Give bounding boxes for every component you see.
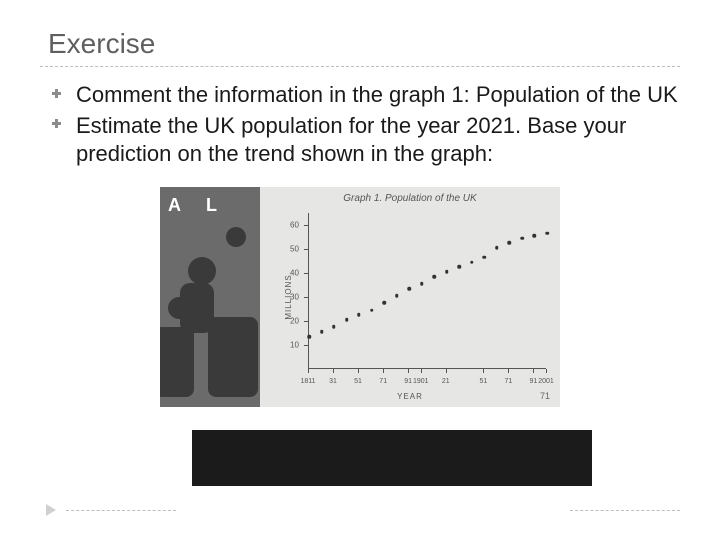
top-divider bbox=[40, 66, 680, 67]
y-tick-label: 20 bbox=[290, 316, 299, 325]
data-point bbox=[533, 234, 537, 238]
data-point bbox=[508, 241, 512, 245]
data-point bbox=[357, 313, 361, 317]
plus-icon bbox=[48, 83, 64, 103]
data-point bbox=[545, 232, 549, 236]
x-tick-label: 31 bbox=[329, 378, 337, 385]
x-tick-label: 1811 bbox=[300, 378, 315, 385]
y-tick-label: 10 bbox=[290, 340, 299, 349]
x-tick-label: 71 bbox=[504, 378, 512, 385]
x-tick-label: 51 bbox=[354, 378, 362, 385]
x-tick-label: 91 bbox=[404, 378, 412, 385]
data-point bbox=[320, 330, 324, 334]
y-tick-label: 50 bbox=[290, 244, 299, 253]
data-point bbox=[307, 335, 311, 339]
data-point bbox=[370, 308, 374, 312]
x-axis-label: YEAR bbox=[260, 392, 560, 401]
data-point bbox=[432, 275, 436, 279]
y-tick-label: 40 bbox=[290, 268, 299, 277]
page-title: Exercise bbox=[48, 28, 680, 60]
data-point bbox=[495, 246, 499, 250]
data-point bbox=[407, 287, 411, 291]
data-point bbox=[445, 270, 449, 274]
bullet-item: Estimate the UK population for the year … bbox=[48, 112, 680, 169]
y-tick-label: 60 bbox=[290, 220, 299, 229]
x-tick-label: 1901 bbox=[413, 378, 429, 385]
x-tick-label: 21 bbox=[442, 378, 450, 385]
population-chart: Graph 1. Population of the UK MILLIONS Y… bbox=[260, 187, 560, 407]
data-point bbox=[520, 236, 524, 240]
triangle-icon bbox=[46, 504, 56, 516]
bullet-text: Estimate the UK population for the year … bbox=[76, 113, 626, 167]
chart-title: Graph 1. Population of the UK bbox=[260, 193, 560, 204]
data-point bbox=[332, 325, 336, 329]
data-point bbox=[470, 260, 474, 264]
bullet-list: Comment the information in the graph 1: … bbox=[40, 81, 680, 169]
plus-icon bbox=[48, 114, 64, 134]
x-tick-label: 91 bbox=[529, 378, 537, 385]
bullet-item: Comment the information in the graph 1: … bbox=[48, 81, 680, 110]
page-number: 71 bbox=[540, 391, 550, 401]
data-point bbox=[458, 265, 462, 269]
x-tick-label: 71 bbox=[379, 378, 387, 385]
x-tick-label: 51 bbox=[479, 378, 487, 385]
chart-plot-area bbox=[308, 213, 546, 369]
x-tick-label: 2001 bbox=[538, 378, 554, 385]
data-point bbox=[420, 282, 424, 286]
bullet-text: Comment the information in the graph 1: … bbox=[76, 82, 678, 107]
data-point bbox=[345, 318, 349, 322]
data-point bbox=[382, 301, 386, 305]
data-point bbox=[483, 256, 487, 260]
figure-row: A L Graph 1. Population of the UK MILLIO… bbox=[40, 187, 680, 407]
black-strip bbox=[192, 430, 592, 486]
y-tick-label: 30 bbox=[290, 292, 299, 301]
crowd-photo: A L bbox=[160, 187, 260, 407]
bottom-divider bbox=[40, 504, 680, 516]
data-point bbox=[395, 294, 399, 298]
